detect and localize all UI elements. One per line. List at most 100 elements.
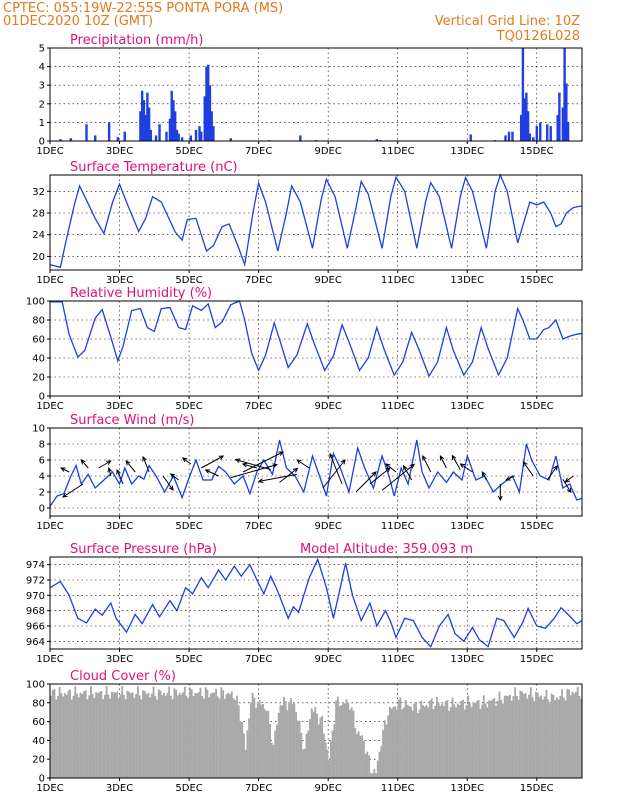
panel-title: Surface Temperature (nC) xyxy=(70,160,238,175)
cloud-bar xyxy=(312,711,315,778)
y-tick-label: 972 xyxy=(26,576,45,587)
cloud-bar xyxy=(300,732,303,778)
cloud-bar xyxy=(239,721,242,778)
cloud-bar xyxy=(253,697,256,778)
wind-arrowhead xyxy=(497,495,503,502)
x-tick-label: 1DEC xyxy=(36,654,63,665)
x-tick-label: 11DEC xyxy=(381,654,415,665)
wind-arrowhead xyxy=(296,459,302,465)
cloud-bar xyxy=(202,698,205,778)
cloud-bar xyxy=(161,694,164,778)
cloud-bar xyxy=(50,695,52,778)
panel-frame xyxy=(49,47,583,142)
y-tick-label: 970 xyxy=(26,591,45,602)
cloud-bar xyxy=(256,702,259,778)
cloud-bar xyxy=(194,692,197,778)
cloud-bar xyxy=(182,692,185,778)
x-tick-label: 13DEC xyxy=(450,521,484,532)
wind-arrowhead xyxy=(385,463,391,469)
x-tick-label: 5DEC xyxy=(175,275,202,286)
cloud-bar xyxy=(528,694,531,778)
y-tick-label: 20 xyxy=(32,755,45,766)
cloud-bar xyxy=(467,695,470,778)
header-station: CPTEC: 055:19W-22:55S PONTA PORA (MS) xyxy=(3,1,283,16)
cloud-bar xyxy=(389,706,391,778)
cloud-bar xyxy=(116,691,118,778)
cloud-bar xyxy=(274,730,277,778)
wind-vector xyxy=(170,473,179,481)
cloud-bar xyxy=(288,702,291,778)
wind-vector xyxy=(369,467,391,485)
precip-bar xyxy=(123,131,126,141)
precip-bar xyxy=(526,111,530,141)
precip-bar xyxy=(539,122,542,141)
x-tick-label: 9DEC xyxy=(314,521,341,532)
precip-bar xyxy=(200,131,203,141)
cloud-bar xyxy=(234,700,237,778)
x-tick-label: 5DEC xyxy=(175,521,202,532)
cloud-bar xyxy=(423,706,426,778)
precip-bar xyxy=(299,135,302,141)
wind-vector xyxy=(355,471,377,493)
cloud-bar xyxy=(350,707,353,778)
wind-arrowhead xyxy=(272,463,278,468)
cloud-bar xyxy=(328,760,331,778)
precip-bar xyxy=(69,138,73,141)
cloud-bar xyxy=(206,689,209,778)
cloud-bar xyxy=(416,713,419,778)
cloud-bar xyxy=(241,721,244,778)
wind-vector xyxy=(205,469,219,477)
cloud-bar xyxy=(559,695,562,778)
cloud-bar xyxy=(67,690,70,778)
cloud-bar xyxy=(446,700,449,778)
panel-title: Surface Pressure (hPa) xyxy=(70,542,217,557)
cloud-bar xyxy=(135,693,138,778)
precip-bar xyxy=(175,129,179,141)
precip-bar xyxy=(519,114,523,141)
y-tick-label: 40 xyxy=(32,354,45,365)
x-tick-label: 5DEC xyxy=(175,146,202,157)
cloud-bar xyxy=(225,694,228,778)
wind-vector xyxy=(201,455,224,469)
wind-vector xyxy=(162,475,174,491)
y-tick-label: 32 xyxy=(32,187,45,198)
cloud-bar xyxy=(322,733,325,778)
cloud-bar xyxy=(223,698,226,778)
precip-bar xyxy=(210,111,213,141)
cloud-bar xyxy=(468,703,471,778)
cloud-bar xyxy=(540,695,543,778)
cloud-bar xyxy=(522,693,525,778)
cloud-bar xyxy=(347,702,350,778)
cloud-bar xyxy=(571,691,574,778)
cloud-bar xyxy=(488,700,491,778)
cloud-bar xyxy=(262,704,265,778)
cloud-bar xyxy=(58,686,61,778)
wind-arrowhead xyxy=(439,454,445,461)
cloud-bar xyxy=(166,692,169,778)
cloud-bar xyxy=(147,692,150,778)
cloud-bar xyxy=(171,699,174,778)
cloud-bar xyxy=(173,688,176,778)
x-tick-label: 3DEC xyxy=(106,275,133,286)
cloud-bar xyxy=(112,692,115,778)
cloud-bar xyxy=(248,718,251,778)
wind-vector xyxy=(125,460,136,473)
cloud-bar xyxy=(129,693,132,778)
panel-title: Surface Wind (m/s) xyxy=(70,413,194,428)
precip-bar xyxy=(208,85,212,141)
y-tick-label: 20 xyxy=(32,373,45,384)
y-tick-label: 60 xyxy=(32,335,45,346)
y-tick-label: 1 xyxy=(39,118,45,129)
cloud-bar xyxy=(458,704,461,778)
cloud-bar xyxy=(124,699,127,778)
x-tick-label: 7DEC xyxy=(245,401,272,412)
wind-vector xyxy=(60,467,70,473)
x-tick-label: 15DEC xyxy=(520,146,554,157)
y-tick-label: 0 xyxy=(39,137,45,148)
cloud-bar xyxy=(361,735,364,778)
cloud-bar xyxy=(364,753,367,778)
cloud-bar xyxy=(369,773,372,778)
x-tick-label: 1DEC xyxy=(36,783,63,794)
cloud-bar xyxy=(168,686,171,778)
cloud-bar xyxy=(117,698,120,778)
